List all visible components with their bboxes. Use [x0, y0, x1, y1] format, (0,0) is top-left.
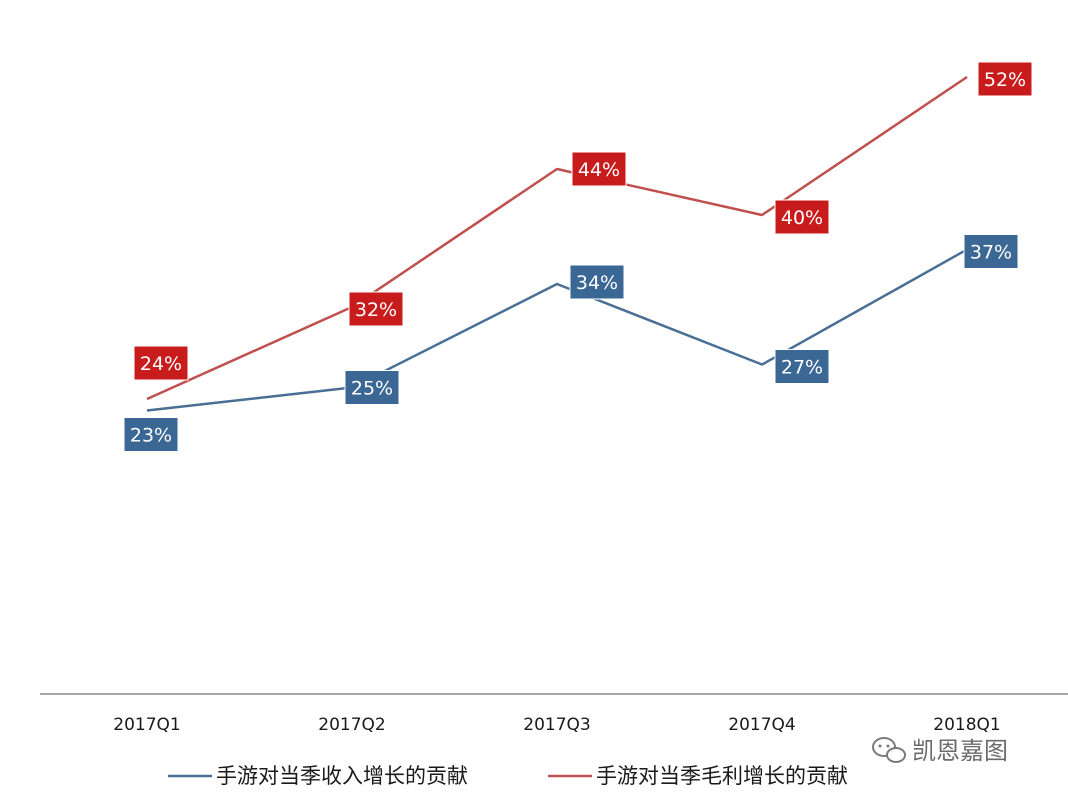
data-label: 23%	[123, 417, 179, 452]
data-label-box	[774, 349, 830, 384]
data-label: 52%	[977, 61, 1033, 97]
watermark: 凯恩嘉图	[872, 737, 1008, 765]
data-label-box	[123, 417, 179, 452]
x-tick-label: 2017Q3	[523, 715, 590, 735]
x-tick-label: 2017Q4	[728, 715, 795, 735]
data-label-text: 24%	[140, 353, 182, 375]
data-label-text: 32%	[355, 299, 397, 321]
x-tick-label: 2017Q1	[113, 715, 180, 735]
data-label-text: 37%	[970, 242, 1012, 264]
wechat-icon	[872, 737, 906, 763]
data-label-text: 44%	[578, 159, 620, 181]
data-label-box	[774, 199, 830, 235]
x-tick-label: 2018Q1	[933, 715, 1000, 735]
data-label-text: 40%	[781, 207, 823, 229]
data-label-text: 23%	[130, 425, 172, 447]
data-label-text: 27%	[781, 357, 823, 379]
x-tick-label: 2017Q2	[318, 715, 385, 735]
data-label-box	[348, 291, 404, 327]
series-line-1	[146, 248, 968, 412]
legend-label: 手游对当季毛利增长的贡献	[596, 764, 848, 788]
data-label-box	[569, 264, 625, 300]
data-label: 32%	[348, 291, 404, 327]
data-label-box	[344, 370, 400, 405]
data-label: 34%	[569, 264, 625, 300]
data-label-text: 25%	[351, 378, 393, 400]
data-label-box	[977, 61, 1033, 97]
data-label: 27%	[774, 349, 830, 384]
data-label: 37%	[963, 234, 1019, 269]
data-label-text: 34%	[576, 272, 618, 294]
data-label-box	[963, 234, 1019, 269]
legend-label: 手游对当季收入增长的贡献	[216, 764, 468, 788]
series-line-2	[146, 75, 968, 401]
legend-item: 手游对当季收入增长的贡献	[168, 764, 468, 788]
data-label-text: 52%	[984, 69, 1026, 91]
data-label-box	[571, 151, 627, 187]
data-label: 44%	[571, 151, 627, 187]
legend-item: 手游对当季毛利增长的贡献	[548, 764, 848, 788]
data-label-box	[133, 345, 189, 381]
data-label: 25%	[344, 370, 400, 405]
data-label: 24%	[133, 345, 189, 381]
data-label: 40%	[774, 199, 830, 235]
watermark-text: 凯恩嘉图	[912, 737, 1008, 765]
